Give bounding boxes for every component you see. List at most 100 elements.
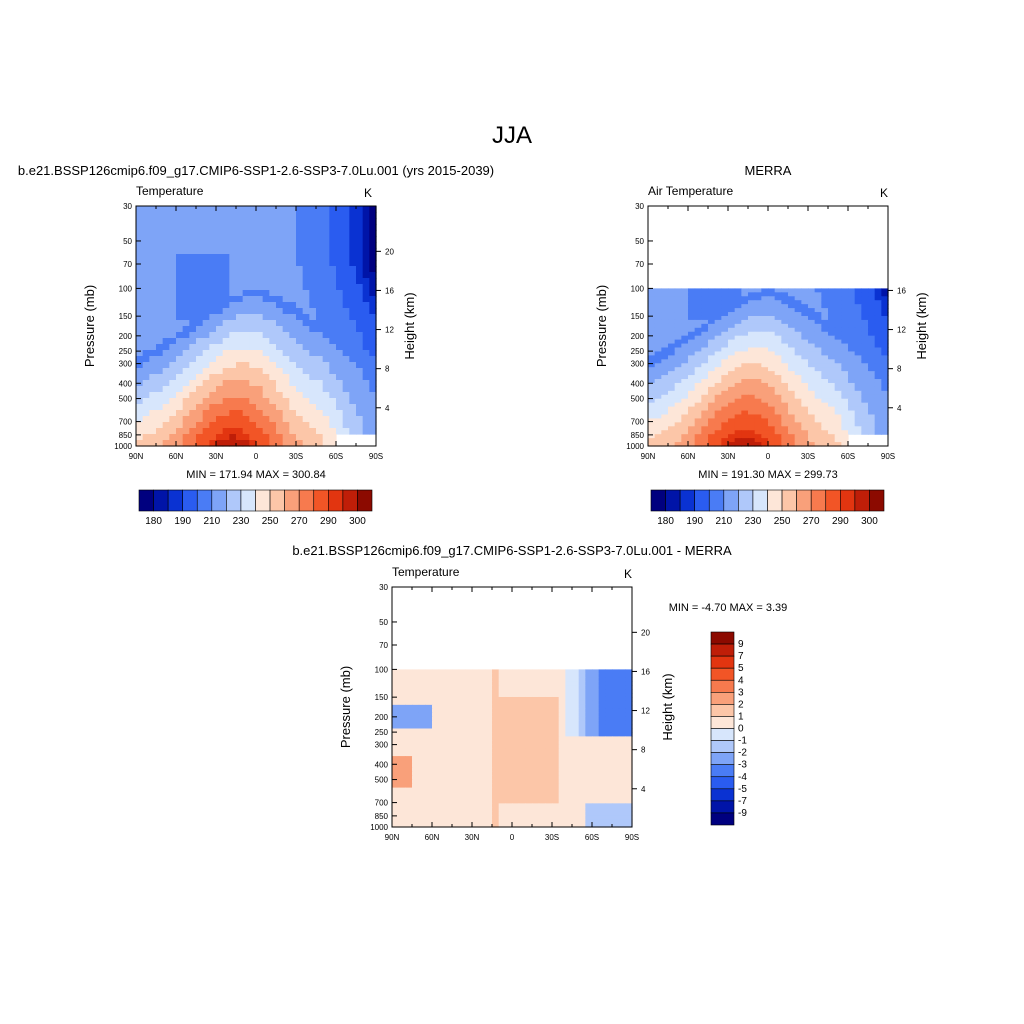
panel-1-cell xyxy=(728,426,736,431)
panel-1-cell xyxy=(741,371,749,376)
panel-1-cell xyxy=(748,438,756,443)
panel-1-cell xyxy=(728,347,736,353)
panel-0-cell xyxy=(169,230,177,237)
panel-2-cell xyxy=(452,748,460,753)
panel-2-cell xyxy=(525,740,533,745)
panel-0-cell xyxy=(249,296,257,303)
panel-0-cell xyxy=(349,284,357,291)
panel-0-cell xyxy=(296,272,304,279)
panel-0-cell xyxy=(196,416,204,423)
panel-1-cell xyxy=(794,371,802,376)
panel-2-cell xyxy=(418,720,426,726)
panel-1-cell xyxy=(714,434,722,439)
panel-1-cell xyxy=(748,343,756,349)
panel-1-cell xyxy=(841,359,849,364)
panel-1-cell xyxy=(654,312,662,317)
panel-0-cell xyxy=(236,302,244,309)
panel-1-cell xyxy=(821,315,829,321)
panel-0-cell xyxy=(349,308,357,315)
panel-1-cell xyxy=(701,312,709,317)
panel-1-cell xyxy=(881,315,889,321)
panel-1-cell xyxy=(674,355,682,360)
panel-2-cell xyxy=(565,791,573,797)
panel-2-cell xyxy=(552,685,560,690)
panel-0-cell xyxy=(196,386,204,393)
height-tick-label: 16 xyxy=(385,286,394,295)
panel-1-cell xyxy=(854,430,862,435)
panel-1-cell xyxy=(688,331,696,337)
panel-0-cell xyxy=(182,218,190,225)
panel-0-cell xyxy=(189,344,197,351)
panel-2-cell xyxy=(572,716,580,722)
panel-0-cell xyxy=(209,326,217,333)
panel-1-cell xyxy=(841,390,849,396)
x-tick-label: 30N xyxy=(721,452,736,461)
panel-2-cell xyxy=(552,720,560,726)
panel-2-cell xyxy=(405,803,413,808)
panel-2-cell xyxy=(545,700,553,706)
panel-1-cell xyxy=(721,394,729,400)
panel-2-cell xyxy=(558,704,566,710)
panel-2-cell xyxy=(512,716,520,722)
panel-0-cell xyxy=(369,212,377,219)
panel-1-cell xyxy=(821,296,829,301)
panel-2-cell xyxy=(598,799,606,804)
panel-2-cell xyxy=(565,799,573,804)
panel-2-cell xyxy=(618,744,626,749)
panel-2-cell xyxy=(432,752,440,757)
panel-2-cell xyxy=(498,716,506,722)
panel-2-cell xyxy=(485,700,493,706)
panel-0-cell xyxy=(189,320,197,327)
panel-2-cell xyxy=(498,763,506,769)
panel-0-cell xyxy=(229,314,237,321)
panel-2-cell xyxy=(425,696,433,702)
panel-0-cell xyxy=(209,416,217,423)
panel-1-cell xyxy=(681,327,689,333)
panel-2-cell xyxy=(572,693,580,698)
panel-1-cell xyxy=(661,375,669,380)
panel-1-cell xyxy=(754,347,762,353)
panel-1-cell xyxy=(688,292,696,297)
panel-1-cell xyxy=(734,327,742,333)
panel-0-cell xyxy=(216,344,224,351)
panel-2-cell xyxy=(498,767,506,773)
panel-1-cell xyxy=(861,343,869,349)
panel-0-cell xyxy=(316,290,324,297)
panel-1-cell xyxy=(821,371,829,376)
panel-1-cell xyxy=(654,438,662,443)
panel-0-cell xyxy=(162,278,170,285)
panel-2-cell xyxy=(478,669,486,674)
panel-1-cell xyxy=(701,315,709,321)
panel-1-cell xyxy=(694,347,702,353)
panel-1-cell xyxy=(748,386,756,392)
panel-2-cell xyxy=(458,712,466,718)
panel-0-cell xyxy=(149,314,157,321)
panel-0-cell xyxy=(249,206,257,213)
panel-2-cell xyxy=(598,767,606,773)
panel-1-cell xyxy=(814,355,822,360)
panel-1-cell xyxy=(808,351,816,356)
panel-2-cell xyxy=(418,760,426,765)
panel-1-cell xyxy=(768,304,776,309)
panel-1-cell xyxy=(874,390,882,396)
panel-2-cell xyxy=(532,775,540,781)
panel-1-cell xyxy=(741,438,749,443)
panel-2-cell xyxy=(598,748,606,753)
panel-0-cell xyxy=(229,386,237,393)
panel-1-cell xyxy=(708,434,716,439)
panel-1-cell xyxy=(834,308,842,313)
panel-0-cell xyxy=(256,368,264,375)
panel-2-cell xyxy=(532,736,540,741)
panel-1-cell xyxy=(848,402,856,408)
panel-1-cell xyxy=(728,308,736,313)
panel-0-cell xyxy=(209,278,217,285)
panel-2-cell xyxy=(465,712,473,718)
panel-0-cell xyxy=(282,326,290,333)
panel-1-cell xyxy=(648,288,656,293)
y-tick-label: 200 xyxy=(631,332,645,341)
panel-0-cell xyxy=(322,248,330,255)
panel-0-cell xyxy=(329,434,337,441)
panel-1-cell xyxy=(854,292,862,297)
panel-2-cell xyxy=(492,716,500,722)
panel-1-cell xyxy=(708,422,716,427)
